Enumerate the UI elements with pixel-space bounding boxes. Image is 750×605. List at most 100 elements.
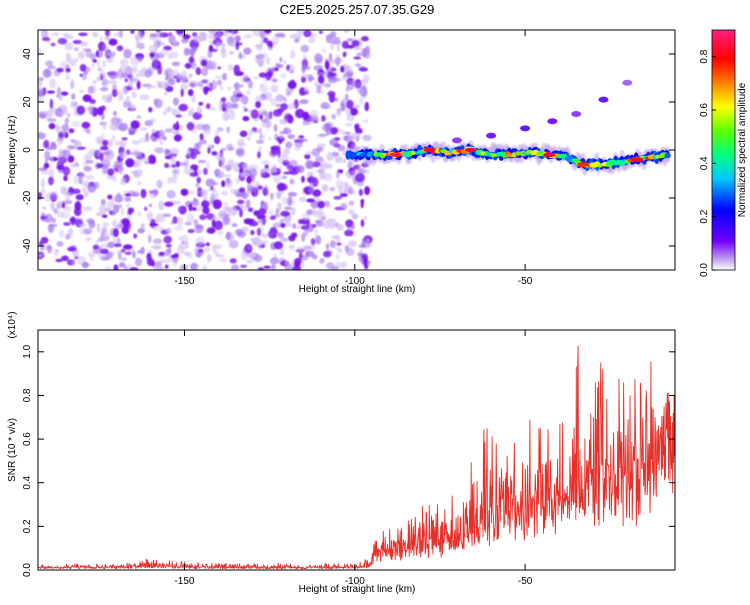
noise-blob xyxy=(152,238,163,244)
noise-blob xyxy=(197,160,207,164)
noise-blob xyxy=(364,101,370,112)
noise-blob xyxy=(263,201,267,207)
noise-blob xyxy=(246,245,252,251)
noise-blob xyxy=(290,49,296,59)
noise-blob xyxy=(334,57,342,64)
noise-blob xyxy=(99,152,104,162)
noise-blob xyxy=(42,206,47,211)
noise-blob xyxy=(202,127,211,135)
figure-title: C2E5.2025.257.07.35.G29 xyxy=(280,2,435,17)
noise-blob xyxy=(137,228,145,234)
noise-blob xyxy=(284,155,290,163)
noise-blob xyxy=(183,166,189,175)
noise-blob xyxy=(197,248,204,253)
noise-blob xyxy=(70,163,77,168)
noise-blob xyxy=(196,224,204,229)
noise-blob xyxy=(348,200,355,206)
noise-blob xyxy=(113,219,117,223)
noise-blob xyxy=(149,133,155,142)
noise-blob xyxy=(307,175,316,184)
noise-blob xyxy=(45,68,50,76)
noise-blob xyxy=(227,64,234,72)
noise-blob xyxy=(256,214,266,220)
noise-blob xyxy=(130,120,140,130)
noise-blob xyxy=(243,75,250,83)
noise-blob xyxy=(153,188,158,197)
noise-blob xyxy=(328,38,335,44)
noise-blob xyxy=(133,149,138,158)
noise-blob xyxy=(159,81,168,90)
noise-blob xyxy=(81,261,90,269)
noise-blob xyxy=(308,244,316,251)
noise-blob xyxy=(318,171,326,181)
noise-blob xyxy=(131,192,140,197)
noise-blob xyxy=(270,146,278,156)
colorbar-tick-label: 0.6 xyxy=(699,103,710,117)
noise-blob xyxy=(42,111,49,115)
noise-blob xyxy=(352,213,359,220)
noise-blob xyxy=(58,148,63,157)
noise-blob xyxy=(358,67,369,72)
noise-blob xyxy=(348,171,355,178)
noise-blob xyxy=(308,38,316,43)
noise-blob xyxy=(175,160,180,168)
noise-blob xyxy=(107,175,117,180)
noise-blob xyxy=(217,127,224,132)
noise-blob xyxy=(355,172,365,183)
noise-blob xyxy=(203,86,210,92)
noise-blob xyxy=(77,223,88,227)
noise-blob xyxy=(326,163,333,169)
noise-blob xyxy=(315,221,324,228)
secondary-blob xyxy=(486,132,497,139)
noise-blob xyxy=(177,206,182,212)
noise-blob xyxy=(151,129,155,134)
noise-blob xyxy=(334,156,343,164)
noise-blob xyxy=(237,138,245,146)
noise-blob xyxy=(189,172,199,177)
colorbar-tick-label: 0.8 xyxy=(699,49,710,63)
noise-blob xyxy=(226,126,230,134)
noise-blob xyxy=(123,220,129,231)
noise-blob xyxy=(195,67,202,76)
noise-blob xyxy=(305,250,315,258)
noise-blob xyxy=(136,115,142,119)
noise-blob xyxy=(83,206,93,212)
noise-blob xyxy=(292,223,297,230)
noise-blob xyxy=(191,206,197,211)
noise-blob xyxy=(100,105,106,111)
noise-blob xyxy=(283,127,292,135)
noise-blob xyxy=(92,244,99,250)
noise-blob xyxy=(102,139,109,147)
noise-blob xyxy=(125,204,130,208)
noise-blob xyxy=(229,110,236,121)
noise-blob xyxy=(266,121,271,130)
noise-blob xyxy=(73,175,80,185)
noise-blob xyxy=(320,216,326,221)
noise-blob xyxy=(234,71,245,77)
noise-blob xyxy=(99,36,103,41)
noise-blob xyxy=(199,214,207,221)
noise-blob xyxy=(175,30,185,35)
noise-blob xyxy=(245,218,255,222)
noise-blob xyxy=(206,160,210,170)
signal-peak xyxy=(389,152,402,157)
noise-blob xyxy=(300,76,307,83)
noise-blob xyxy=(216,79,222,86)
noise-blob xyxy=(46,244,53,254)
noise-blob xyxy=(71,120,81,128)
noise-blob xyxy=(345,219,354,228)
noise-blob xyxy=(328,52,333,62)
noise-blob xyxy=(188,190,194,195)
noise-blob xyxy=(57,37,68,45)
noise-blob xyxy=(74,256,79,260)
noise-blob xyxy=(77,51,85,60)
noise-blob xyxy=(64,117,70,125)
secondary-blob xyxy=(571,111,582,117)
noise-blob xyxy=(180,83,189,90)
noise-blob xyxy=(215,75,223,79)
noise-blob xyxy=(252,30,261,37)
noise-blob xyxy=(146,252,152,261)
noise-blob xyxy=(306,223,315,233)
noise-blob xyxy=(276,182,286,192)
noise-blob xyxy=(256,43,263,52)
